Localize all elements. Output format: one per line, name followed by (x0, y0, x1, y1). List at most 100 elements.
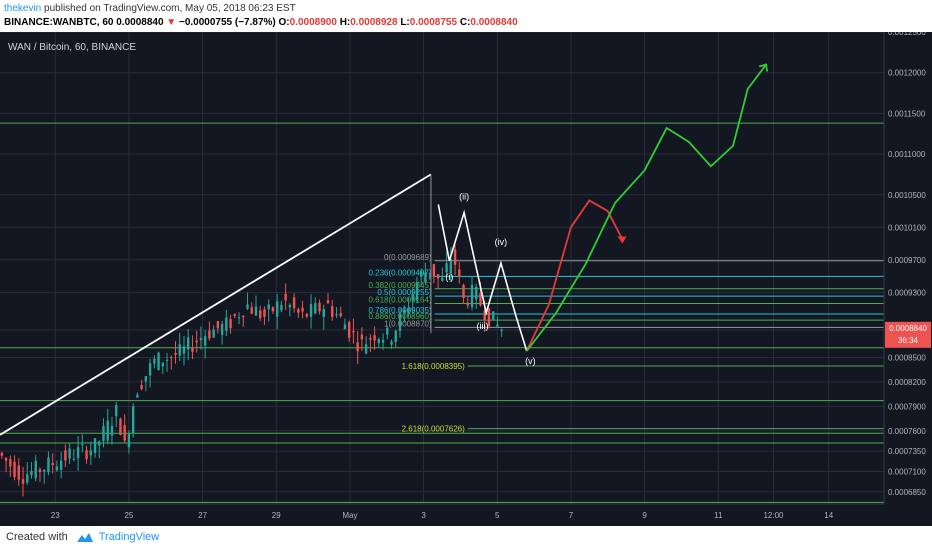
candle-body (13, 461, 16, 478)
candle-body (352, 331, 355, 333)
projection-red (525, 199, 624, 352)
published-text: published on TradingView.com, May 05, 20… (44, 3, 296, 14)
open-value: 0.0008900 (289, 17, 337, 28)
candle-body (237, 317, 241, 319)
created-with: Created with TradingView (6, 531, 159, 543)
price-badge-value: 0.0008840 (889, 324, 927, 333)
candle-body (280, 304, 283, 311)
chart-header: thekevin published on TradingView.com, M… (0, 0, 932, 32)
low-label: L: (400, 17, 410, 28)
candle-body (331, 306, 334, 317)
candle-body (453, 249, 457, 265)
candle-body (487, 308, 491, 327)
fib-level-label: 0.618(0.0009164) (368, 295, 432, 304)
high-label: H: (339, 17, 351, 28)
candle-body (436, 274, 440, 279)
price-badge: 0.0008840 36:34 (885, 321, 931, 348)
candle-body (347, 321, 351, 338)
candle-body (449, 258, 453, 273)
candle-body (322, 309, 325, 318)
candle-body (68, 448, 71, 459)
chart-background (0, 32, 932, 526)
created-with-label: Created with (6, 531, 68, 543)
price-chart[interactable]: 0(0.0009689) 0.236(0.0009497) 0.382(0.0009… (0, 32, 932, 526)
candle-body (432, 264, 436, 277)
candle-body (301, 307, 304, 312)
candle-body (174, 353, 177, 355)
candle-body (403, 310, 406, 313)
time-tick-label: 25 (124, 511, 133, 520)
candle-body (335, 314, 338, 316)
candle-body (212, 329, 215, 338)
candle-body (407, 308, 410, 315)
candle-body (165, 359, 169, 361)
candle-body (119, 418, 122, 436)
grid (0, 32, 884, 504)
candle-body (462, 284, 465, 299)
time-tick-label: 29 (272, 511, 281, 520)
candle-body (140, 385, 143, 390)
price-axis[interactable] (884, 32, 932, 526)
fib-level-label: 1(0.0008870) (384, 319, 432, 328)
candle-body (314, 303, 317, 314)
candle-body (187, 337, 190, 350)
chart-title: WAN / Bitcoin, 60, BINANCE (8, 42, 136, 53)
candle-body (292, 297, 296, 309)
candle-body (199, 337, 203, 341)
trend-line (0, 173, 432, 436)
candle-body (475, 286, 478, 300)
price-tick-label: 0.0008200 (888, 378, 926, 387)
candle-body (21, 479, 25, 484)
candle-body (47, 457, 50, 473)
candle-body (326, 300, 330, 304)
candle-body (229, 319, 232, 329)
time-tick-label: 9 (642, 511, 647, 520)
tradingview-logo-icon (76, 532, 93, 542)
candle-body (250, 307, 253, 314)
price-tick-label: 0.0007100 (888, 467, 926, 476)
candle-body (297, 309, 300, 313)
candle-body (98, 441, 101, 446)
time-tick-label: 12:00 (763, 511, 784, 520)
down-arrow-icon: ▼ (166, 17, 177, 28)
candle-body (89, 450, 92, 456)
price-tick-label: 0.0008500 (888, 354, 926, 363)
candle-body (491, 311, 495, 321)
candle-body (26, 474, 29, 483)
candle-body (157, 352, 160, 370)
time-axis[interactable] (0, 504, 932, 526)
candle-body (136, 394, 139, 398)
close-label: C: (459, 17, 471, 28)
time-tick-label: 11 (714, 511, 723, 520)
candle-body (496, 324, 499, 327)
close-value: 0.0008840 (470, 17, 518, 28)
price-tick-label: 0.0011500 (888, 109, 926, 118)
fib-level-label: 0.5(0.0009255) (377, 288, 432, 297)
candle-body (170, 356, 173, 358)
candle-body (364, 344, 368, 354)
candle-body (106, 420, 109, 441)
price-tick-label: 0.0009700 (888, 256, 926, 265)
candle-body (483, 310, 486, 321)
projection-green-arrow (758, 63, 769, 72)
wave-label: (i) (445, 272, 453, 282)
price-badge-timer: 36:34 (898, 336, 919, 345)
candle-body (161, 362, 165, 367)
author-name[interactable]: thekevin (4, 3, 42, 14)
candle-body (309, 304, 313, 317)
candle-body (127, 433, 131, 448)
tradingview-brand[interactable]: TradingView (98, 531, 160, 543)
candle-body (394, 330, 397, 342)
candle-body (64, 450, 67, 461)
candle-body (220, 323, 224, 335)
candle-body (424, 272, 427, 283)
candle-body (441, 277, 444, 281)
trendline (0, 173, 432, 436)
candle-body (381, 340, 385, 343)
candle-body (191, 348, 194, 352)
candle-body (242, 315, 245, 318)
candle-body (208, 330, 211, 339)
price-tick-label: 0.0007350 (888, 447, 926, 456)
candle-body (458, 269, 461, 277)
candle-body (415, 282, 419, 301)
